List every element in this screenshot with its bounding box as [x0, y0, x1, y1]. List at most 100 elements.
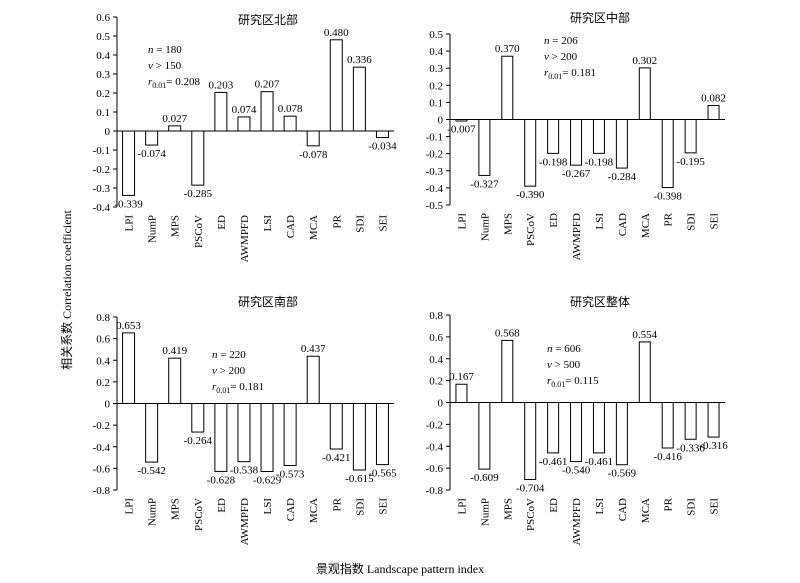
bar-awmpfd — [237, 116, 251, 132]
y-tick-label: -0.4 — [426, 441, 444, 453]
data-label: -0.339 — [114, 198, 143, 210]
y-tick-label: -0.4 — [93, 202, 111, 214]
bar-sdi — [684, 402, 697, 440]
y-tick-label: 0.3 — [96, 69, 110, 81]
category-label: AWMPFD — [239, 498, 251, 545]
bar-lsi — [592, 402, 605, 454]
data-label: -0.628 — [207, 474, 236, 486]
data-label: -0.538 — [230, 465, 259, 477]
category-label: LPI — [456, 498, 468, 515]
stat-line: n = 206 — [544, 35, 578, 47]
data-label: 0.370 — [495, 43, 520, 55]
category-label: SDI — [686, 213, 698, 231]
panel-central: 研究区中部 -0.5 -0.4 -0.3 -0.2 -0.1 0 0.1 0.2 0.3 0.4 0.… — [426, 10, 726, 260]
stat-line: v > 200 — [212, 365, 246, 377]
category-label: PSCoV — [525, 213, 537, 246]
bar-cad — [615, 119, 628, 169]
y-tick-label: -0.1 — [93, 145, 110, 157]
y-tick-label: 0.3 — [429, 63, 443, 75]
category-label: PR — [331, 214, 343, 228]
y-tick-label: 0.6 — [96, 334, 110, 346]
y-tick-label: 0.5 — [429, 29, 443, 41]
bar-sei — [375, 403, 389, 466]
bar-mps — [168, 125, 182, 132]
category-label: SDI — [354, 498, 366, 516]
category-label: MPS — [170, 498, 182, 520]
category-label: MPS — [502, 213, 514, 235]
y-tick-label: 0 — [438, 398, 444, 410]
stat-line: r0.01= 0.181 — [212, 381, 264, 395]
category-label: PR — [663, 212, 675, 226]
y-tick-label: -0.2 — [426, 149, 443, 161]
bar-pscov — [524, 119, 537, 187]
bar-ed — [547, 402, 560, 454]
data-label: -0.569 — [608, 468, 637, 480]
category-label: NumP — [147, 215, 159, 243]
bar-lpi — [122, 332, 136, 404]
y-tick-label: 0 — [105, 399, 111, 411]
y-tick-label: 0.2 — [96, 88, 110, 100]
data-label: 0.082 — [701, 92, 726, 104]
category-label: MCA — [308, 498, 320, 523]
data-label: -0.034 — [368, 140, 397, 152]
data-label: -0.398 — [653, 191, 682, 203]
y-tick-label: 0.4 — [429, 46, 443, 58]
bar-mca — [638, 67, 651, 120]
data-label: 0.480 — [324, 27, 349, 39]
data-label: -0.461 — [539, 456, 567, 468]
data-label: 0.653 — [116, 320, 141, 332]
data-label: 0.027 — [162, 113, 187, 125]
panel-south: 研究区南部 -0.8 -0.6 -0.4 -0.2 0 0.2 0.4 0.6 0.8 0.653 L… — [93, 294, 398, 545]
y-tick-label: 0.6 — [429, 332, 443, 344]
category-label: CAD — [617, 213, 629, 236]
panel-overall: 研究区整体 -0.8 -0.6 -0.4 -0.2 0 0.2 0.4 0.6 0.8 0.167 L… — [426, 294, 729, 545]
category-label: PSCoV — [193, 215, 205, 248]
y-tick-label: -0.3 — [93, 183, 111, 195]
y-tick-label: -0.3 — [426, 166, 444, 178]
y-tick-label: 0.8 — [96, 312, 110, 324]
data-label: -0.285 — [184, 188, 213, 200]
bar-mps — [168, 357, 182, 404]
data-label: -0.336 — [676, 442, 705, 454]
y-tick-label: 0.2 — [429, 376, 443, 388]
y-tick-label: 0 — [438, 115, 444, 127]
data-label: -0.327 — [470, 178, 499, 190]
bar-sei — [707, 402, 720, 438]
y-tick-label: -0.8 — [93, 485, 111, 497]
data-label: -0.421 — [322, 452, 350, 464]
x-axis-title: 景观指数 Landscape pattern index — [316, 561, 484, 576]
data-label: -0.074 — [137, 148, 166, 160]
category-label: NumP — [479, 213, 491, 241]
bar-ed — [547, 119, 560, 154]
bar-sdi — [684, 119, 697, 154]
bar-mps — [501, 339, 514, 403]
data-label: -0.264 — [184, 435, 213, 447]
category-label: SEI — [709, 213, 721, 230]
category-label: AWMPFD — [239, 215, 251, 262]
y-tick-label: 0 — [105, 126, 111, 138]
bar-mps — [501, 55, 514, 120]
panel-north: 研究区北部 -0.4 -0.3 -0.2 -0.1 0 0.1 0.2 0.3 0.4 0.5 0.6… — [93, 12, 398, 262]
category-label: SEI — [709, 498, 721, 515]
bar-ed — [214, 403, 228, 472]
y-tick-label: 0.4 — [96, 355, 110, 367]
category-label: NumP — [479, 498, 491, 526]
panel-title: 研究区中部 — [570, 10, 630, 25]
bar-cad — [283, 115, 297, 132]
data-label: 0.302 — [632, 55, 657, 67]
panel-title: 研究区整体 — [570, 294, 630, 309]
category-label: ED — [216, 215, 228, 230]
data-label: 0.078 — [278, 103, 303, 115]
category-label: MCA — [308, 215, 320, 240]
stat-line: n = 606 — [547, 343, 581, 355]
y-tick-label: -0.5 — [426, 200, 444, 212]
data-label: -0.629 — [253, 475, 282, 487]
category-label: SDI — [354, 215, 366, 233]
data-label: -0.704 — [516, 483, 545, 495]
y-tick-label: 0.4 — [96, 50, 110, 62]
category-label: MPS — [170, 215, 182, 237]
data-label: -0.416 — [653, 451, 682, 463]
category-label: CAD — [285, 215, 297, 238]
category-label: ED — [216, 498, 228, 513]
bar-cad — [283, 403, 297, 466]
